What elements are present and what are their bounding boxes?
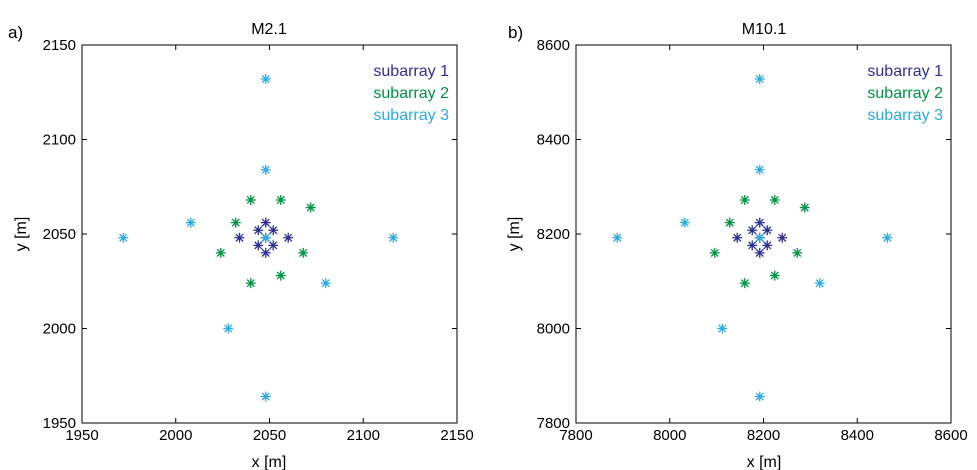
scatter-point-subarray-1: [732, 232, 743, 243]
scatter-point-subarray-3: [185, 217, 196, 228]
scatter-point-subarray-1: [754, 247, 765, 258]
panel-a-title: M2.1: [251, 21, 287, 38]
scatter-point-subarray-2: [769, 194, 780, 205]
scatter-point-subarray-1: [268, 240, 279, 251]
scatter-point-subarray-2: [245, 194, 256, 205]
scatter-point-subarray-2: [298, 247, 309, 258]
scatter-point-subarray-3: [118, 232, 129, 243]
panel-b-xlabel: x [m]: [747, 454, 782, 470]
scatter-point-subarray-2: [769, 270, 780, 281]
scatter-point-subarray-3: [754, 232, 765, 243]
panel-a-marks: [118, 74, 399, 402]
panel-a: a) M2.1 1950 2000 2050 2100 2150 1950 2000 2050…: [8, 21, 474, 470]
scatter-point-subarray-1: [777, 232, 788, 243]
legend-entry-subarray-2: subarray 2: [867, 85, 943, 102]
scatter-point-subarray-1: [754, 217, 765, 228]
scatter-point-subarray-1: [260, 247, 271, 258]
scatter-point-subarray-1: [762, 240, 773, 251]
scatter-point-subarray-2: [215, 247, 226, 258]
scatter-point-subarray-2: [245, 278, 256, 289]
scatter-point-subarray-1: [747, 225, 758, 236]
scatter-point-subarray-3: [260, 232, 271, 243]
legend-entry-subarray-2: subarray 2: [373, 85, 449, 102]
x-tick-label: 8600: [934, 427, 967, 444]
y-tick-label: 8600: [537, 37, 570, 54]
panel-b: b) M10.1 7800 8000 8200 8400 8600 7800 8000 820…: [506, 21, 968, 470]
scatter-point-subarray-3: [679, 217, 690, 228]
y-tick-label: 1950: [43, 415, 76, 432]
x-tick-label: 2000: [159, 427, 192, 444]
x-tick-label: 8000: [653, 427, 686, 444]
scatter-point-subarray-3: [754, 74, 765, 85]
scatter-point-subarray-3: [260, 74, 271, 85]
panel-b-marks: [612, 74, 893, 402]
scatter-point-subarray-3: [388, 232, 399, 243]
y-tick-label: 8200: [537, 226, 570, 243]
y-tick-label: 2050: [43, 226, 76, 243]
panel-b-label: b): [508, 23, 523, 42]
x-tick-label: 1950: [65, 427, 98, 444]
panel-a-xlabel: x [m]: [252, 454, 287, 470]
panel-b-legend: subarray 1 subarray 2 subarray 3: [867, 63, 943, 124]
scatter-point-subarray-2: [799, 202, 810, 213]
scatter-point-subarray-3: [717, 323, 728, 334]
y-tick-label: 2150: [43, 37, 76, 54]
x-tick-label: 2100: [347, 427, 380, 444]
panel-b-axes: 7800 8000 8200 8400 8600 7800 8000 8200 8400 8600: [537, 37, 968, 444]
scatter-point-subarray-3: [260, 164, 271, 175]
scatter-point-subarray-1: [260, 217, 271, 228]
scatter-point-subarray-1: [234, 232, 245, 243]
scatter-point-subarray-2: [305, 202, 316, 213]
legend-entry-subarray-3: subarray 3: [373, 107, 449, 124]
scatter-point-subarray-3: [754, 164, 765, 175]
panel-b-title: M10.1: [742, 21, 787, 38]
scatter-point-subarray-3: [882, 232, 893, 243]
scatter-point-subarray-3: [320, 278, 331, 289]
y-tick-label: 2100: [43, 132, 76, 149]
scatter-point-subarray-1: [253, 240, 264, 251]
legend-entry-subarray-1: subarray 1: [867, 63, 943, 80]
scatter-point-subarray-3: [814, 278, 825, 289]
scatter-point-subarray-3: [223, 323, 234, 334]
panel-a-ylabel: y [m]: [13, 217, 30, 252]
panel-a-plot-area: [81, 44, 458, 424]
y-tick-label: 8000: [537, 321, 570, 338]
panel-a-axes: 1950 2000 2050 2100 2150 1950 2000 2050 2100 2150: [43, 37, 474, 444]
scatter-point-subarray-1: [283, 232, 294, 243]
scatter-point-subarray-1: [762, 225, 773, 236]
x-tick-label: 2150: [440, 427, 473, 444]
scatter-point-subarray-1: [253, 225, 264, 236]
panel-a-label: a): [8, 23, 23, 42]
y-tick-label: 2000: [43, 321, 76, 338]
panel-a-legend: subarray 1 subarray 2 subarray 3: [373, 63, 449, 124]
scatter-point-subarray-2: [275, 270, 286, 281]
y-tick-label: 8400: [537, 132, 570, 149]
scatter-point-subarray-1: [268, 225, 279, 236]
scatter-point-subarray-2: [230, 217, 241, 228]
scatter-point-subarray-2: [724, 217, 735, 228]
scatter-point-subarray-2: [739, 278, 750, 289]
scatter-point-subarray-2: [275, 194, 286, 205]
scatter-point-subarray-3: [754, 391, 765, 402]
legend-entry-subarray-3: subarray 3: [867, 107, 943, 124]
x-tick-label: 7800: [559, 427, 592, 444]
scatter-point-subarray-2: [739, 194, 750, 205]
x-tick-label: 8400: [841, 427, 874, 444]
y-tick-label: 7800: [537, 415, 570, 432]
legend-entry-subarray-1: subarray 1: [373, 63, 449, 80]
x-tick-label: 2050: [253, 427, 286, 444]
scatter-point-subarray-3: [612, 232, 623, 243]
scatter-point-subarray-3: [260, 391, 271, 402]
panel-b-ylabel: y [m]: [506, 217, 523, 252]
scatter-point-subarray-1: [747, 240, 758, 251]
panel-b-plot-area: [575, 44, 952, 424]
scatter-point-subarray-2: [709, 247, 720, 258]
scatter-point-subarray-2: [792, 247, 803, 258]
x-tick-label: 8200: [747, 427, 780, 444]
